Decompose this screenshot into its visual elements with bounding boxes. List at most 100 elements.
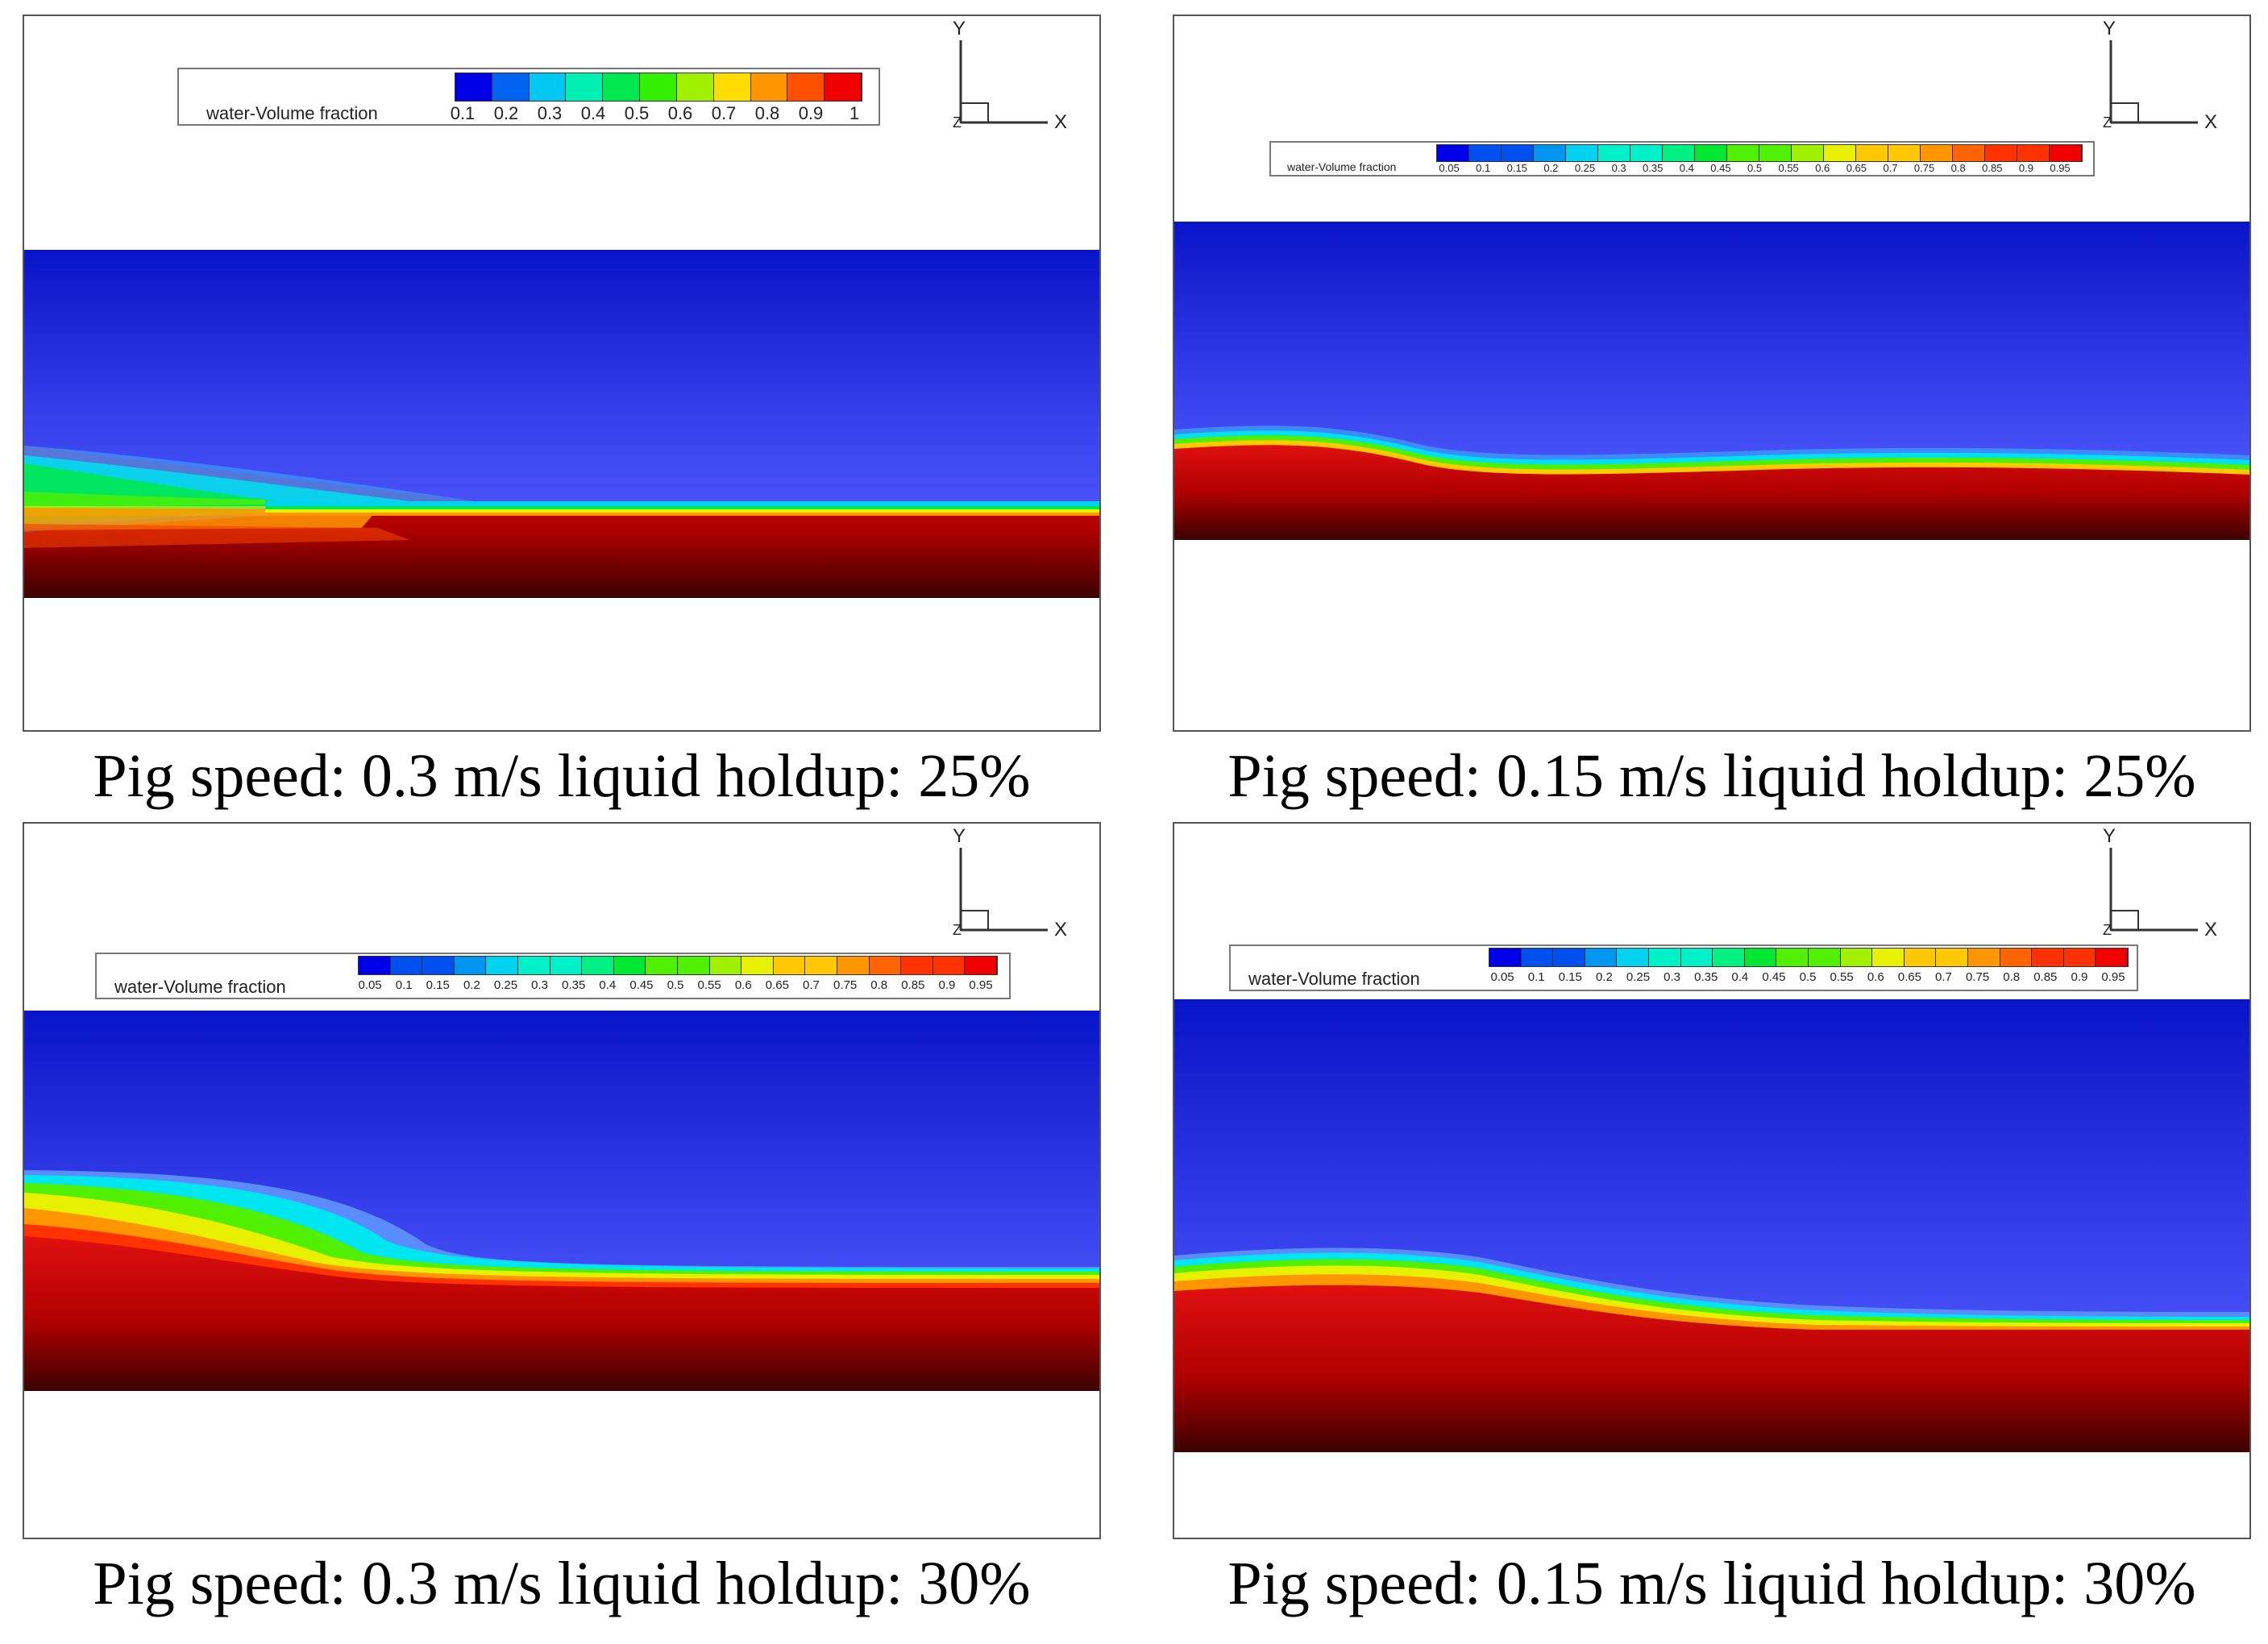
legend-ticks-b: 0.05 0.1 0.15 0.2 0.25 0.3 0.35 0.4 0.45 0.5 0.55 0…	[1485, 970, 2130, 984]
volume-fraction-field	[24, 1011, 1099, 1391]
legend-tick-label: 0.1	[1527, 970, 1545, 984]
legend-tick-label: 0.25	[493, 978, 518, 992]
legend-tick-label: 0.3	[531, 978, 549, 992]
legend-swatch	[1713, 949, 1745, 966]
legend-swatch	[1985, 145, 2017, 161]
legend-tick-label: 0.7	[1883, 162, 1898, 174]
legend-swatch	[1695, 145, 1727, 161]
axis-y-label: Y	[953, 825, 966, 847]
color-legend: water-Volume fraction 0.05 0.1 0.15 0.2 0.25…	[95, 953, 1011, 999]
legend-swatch	[1680, 949, 1713, 966]
legend-swatch	[825, 73, 862, 101]
legend-tick-label: 0.05	[1490, 970, 1514, 984]
legend-tick-label: 0.4	[1731, 970, 1749, 984]
caption-p03-h30: Pig speed: 0.3 m/s liquid holdup: 30%	[93, 1550, 1031, 1617]
color-legend: water-Volume fraction 0.05 0.1 0.15 0.2 0.25…	[1269, 141, 2095, 176]
legend-tick-label: 0.2	[1543, 162, 1559, 174]
legend-tick-label: 0.5	[1799, 970, 1817, 984]
legend-tick-label: 0.85	[901, 978, 925, 992]
legend-swatch	[2063, 949, 2096, 966]
legend-swatch	[529, 73, 567, 101]
legend-tick-label: 0.6	[1815, 162, 1830, 174]
legend-tick-label: 0.2	[493, 103, 519, 123]
legend-swatch	[1936, 949, 1968, 966]
legend-swatch	[1872, 949, 1905, 966]
legend-tick-label: 0.8	[754, 103, 780, 123]
legend-swatch	[646, 957, 678, 974]
legend-tick-label: 1	[849, 103, 860, 123]
legend-swatch	[1585, 949, 1618, 966]
legend-swatches-b	[1436, 144, 2083, 162]
legend-tick-label: 0.25	[1574, 162, 1596, 174]
legend-tick-label: 0.55	[1830, 970, 1854, 984]
legend-swatch	[1840, 949, 1873, 966]
legend-swatch	[1953, 145, 1985, 161]
legend-swatch	[750, 73, 788, 101]
volume-fraction-field	[1174, 222, 2249, 540]
legend-swatch	[1630, 145, 1663, 161]
axis-x-label: X	[2204, 111, 2218, 133]
axis-y-label: Y	[953, 18, 966, 39]
legend-tick-label: 0.3	[1664, 970, 1681, 984]
legend-tick-label: 0.4	[580, 103, 606, 123]
legend-swatch	[582, 957, 614, 974]
axis-x-label: X	[1054, 919, 1068, 940]
legend-tick-label: 0.65	[765, 978, 789, 992]
legend-swatch	[2017, 145, 2050, 161]
axis-triad: Y X Z	[2077, 824, 2222, 944]
axis-z-label: Z	[953, 922, 962, 938]
legend-tick-label: 0.9	[2018, 162, 2033, 174]
legend-tick-label: 0.35	[1694, 970, 1718, 984]
legend-swatch	[2032, 949, 2064, 966]
caption-p015-h30: Pig speed: 0.15 m/s liquid holdup: 30%	[1227, 1550, 2196, 1617]
legend-swatch	[773, 957, 806, 974]
legend-tick-label: 0.6	[667, 103, 693, 123]
legend-swatch	[1534, 145, 1566, 161]
legend-swatch	[550, 957, 583, 974]
legend-tick-label: 0.8	[870, 978, 888, 992]
legend-tick-label: 0.1	[395, 978, 413, 992]
legend-swatches-a	[455, 73, 862, 102]
axis-z-label: Z	[953, 114, 962, 131]
legend-swatch	[603, 73, 641, 101]
legend-tick-label: 0.9	[798, 103, 824, 123]
legend-swatch	[1744, 949, 1777, 966]
legend-swatch	[492, 73, 530, 101]
legend-swatch	[1648, 949, 1681, 966]
color-legend: water-Volume fraction 0.1 0.2 0.3 0.4 0.5 0.6…	[177, 68, 880, 126]
axis-triad: Y X Z	[927, 824, 1072, 944]
legend-tick-label: 0.45	[1710, 162, 1731, 174]
legend-tick-label: 0.7	[711, 103, 737, 123]
legend-swatch	[741, 957, 774, 974]
legend-swatch	[901, 957, 933, 974]
legend-swatch	[1553, 949, 1585, 966]
legend-swatches-b	[1489, 948, 2129, 967]
legend-tick-label: 0.55	[1778, 162, 1799, 174]
legend-swatch	[390, 957, 423, 974]
legend-swatch	[837, 957, 870, 974]
panel-p03-h30: water-Volume fraction 0.05 0.1 0.15 0.2 0.25…	[23, 822, 1101, 1539]
legend-swatch	[1808, 949, 1841, 966]
legend-title: water-Volume fraction	[206, 103, 378, 123]
axis-triad: Y X Z	[2077, 16, 2222, 137]
legend-swatch	[709, 957, 742, 974]
legend-tick-label: 0.8	[2003, 970, 2021, 984]
axis-triad: Y X Z	[927, 16, 1072, 137]
legend-tick-label: 0.75	[1913, 162, 1935, 174]
legend-tick-label: 0.9	[938, 978, 956, 992]
axis-y-label: Y	[2103, 825, 2116, 847]
legend-tick-label: 0.7	[1935, 970, 1952, 984]
legend-ticks-a: 0.1 0.2 0.3 0.4 0.5 0.6 0.7 0.8 0.9 1	[441, 103, 876, 124]
legend-tick-label: 0.8	[1950, 162, 1966, 174]
legend-swatch	[613, 957, 646, 974]
legend-swatch	[1759, 145, 1792, 161]
panel-p015-h30: water-Volume fraction 0.05 0.1 0.15 0.2 0.25…	[1173, 822, 2251, 1539]
legend-swatch	[640, 73, 677, 101]
legend-tick-label: 0.05	[358, 978, 382, 992]
legend-tick-label: 0.65	[1897, 970, 1921, 984]
legend-swatch	[1888, 145, 1921, 161]
legend-swatch	[676, 73, 714, 101]
axis-z-label: Z	[2103, 922, 2112, 938]
caption-p015-h25: Pig speed: 0.15 m/s liquid holdup: 25%	[1227, 742, 2196, 810]
legend-tick-label: 0.3	[537, 103, 563, 123]
